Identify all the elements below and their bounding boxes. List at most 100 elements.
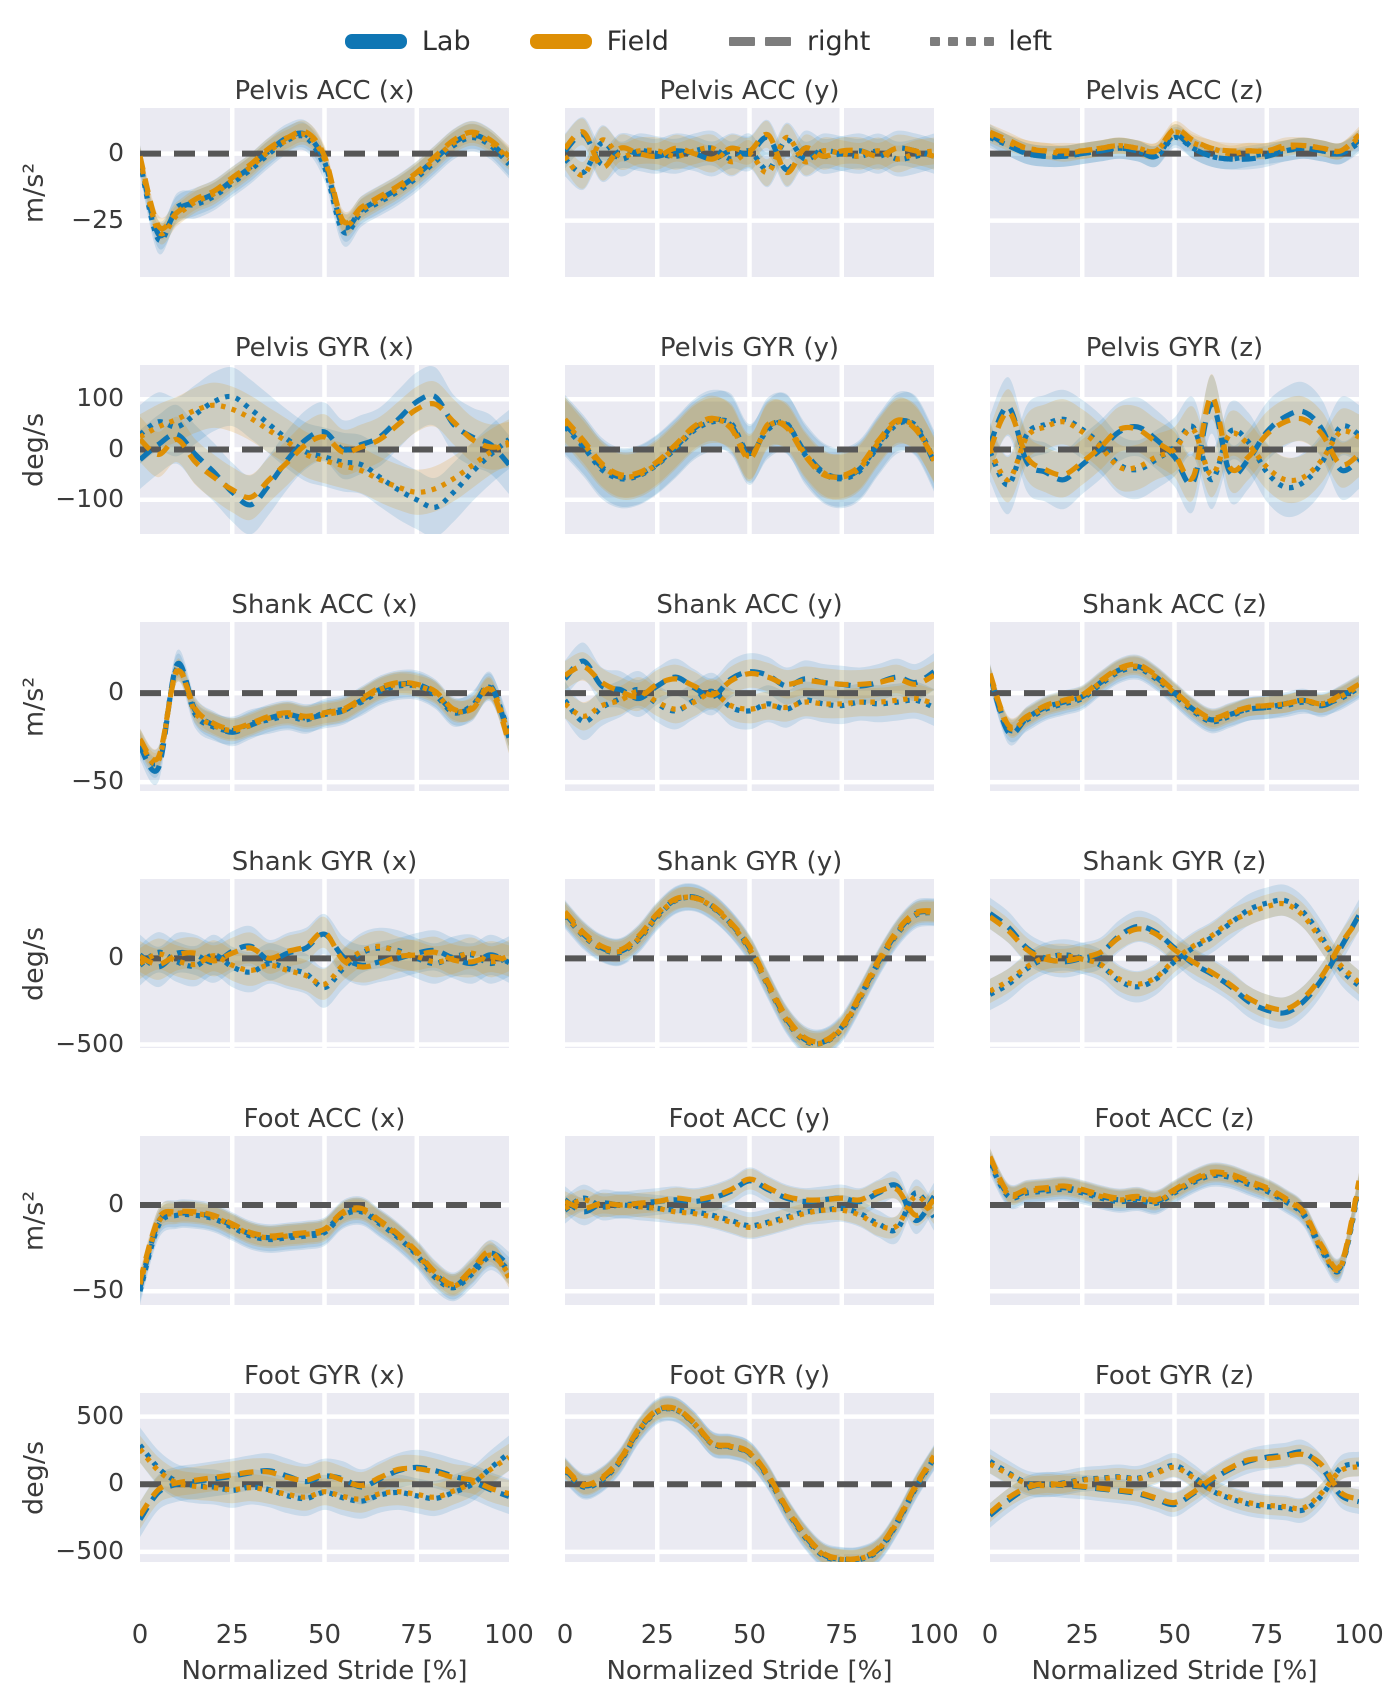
subplot-panel (140, 622, 509, 791)
legend-label-left: left (1008, 25, 1053, 57)
chart-row: Pelvis ACC (x) Pelvis ACC (y) Pelvis ACC (… (0, 74, 1396, 277)
x-axis-cell: 0 25 50 75 100 Normalized Stride [%] (982, 1616, 1384, 1689)
y-tick-label: 0 (108, 942, 124, 972)
subplot-canvas (140, 622, 509, 791)
y-tick-label: 0 (108, 433, 124, 463)
x-tick-label: 25 (215, 1620, 249, 1650)
legend-item-field: Field (529, 26, 669, 57)
subplot-panel (140, 1393, 509, 1562)
legend-label-lab: Lab (421, 25, 471, 57)
y-axis-gutter: 500 0 −500 deg/s (0, 1393, 140, 1565)
subplot-panel (565, 1393, 934, 1562)
y-tick-label: 500 (76, 1400, 124, 1430)
subplot-title: Foot ACC (z) (1094, 1104, 1255, 1134)
x-tick-label: 100 (1334, 1620, 1384, 1650)
x-tick-label: 75 (1250, 1620, 1284, 1650)
x-tick-label: 0 (556, 1620, 574, 1650)
x-tick-label: 0 (981, 1620, 999, 1650)
legend-label-field: Field (606, 25, 669, 57)
y-axis-unit-label: m/s² (18, 1190, 50, 1251)
chart-row: Pelvis GYR (x) Pelvis GYR (y) Pelvis GYR (… (0, 331, 1396, 534)
legend: Lab Field right left (0, 0, 1396, 62)
y-axis-gutter: 0 −25 m/s² (0, 108, 140, 277)
subplot-canvas (140, 1393, 509, 1562)
subplot-panel (565, 108, 934, 277)
subplot-canvas (565, 1136, 934, 1305)
legend-item-left: left (928, 26, 1052, 57)
subplot-panel (990, 622, 1359, 791)
subplot-panel (140, 365, 509, 534)
subplot-title: Shank GYR (x) (231, 847, 418, 877)
subplot-canvas (990, 108, 1359, 277)
subplot-title: Pelvis ACC (x) (234, 76, 415, 106)
subplot-panel (565, 622, 934, 791)
subplot-canvas (990, 879, 1359, 1048)
x-tick-label: 25 (640, 1620, 674, 1650)
x-axis-cell: 0 25 50 75 100 Normalized Stride [%] (557, 1616, 959, 1689)
subplot-title: Foot ACC (y) (668, 1104, 831, 1134)
y-axis-unit-label: m/s² (18, 676, 50, 737)
x-axis-cell: 0 25 50 75 100 Normalized Stride [%] (132, 1616, 534, 1689)
x-tick-label: 100 (909, 1620, 959, 1650)
y-tick-label: 0 (108, 1468, 124, 1498)
y-tick-label: 0 (108, 137, 124, 167)
subplot-title: Pelvis GYR (z) (1085, 333, 1264, 363)
dotted-line-swatch (930, 37, 995, 46)
y-tick-label: 0 (108, 677, 124, 707)
subplot-canvas (140, 365, 509, 534)
x-tick-label: 75 (825, 1620, 859, 1650)
y-axis-unit-label: m/s² (18, 162, 50, 223)
x-tick-label: 50 (732, 1620, 767, 1650)
subplot-panel (990, 1136, 1359, 1305)
x-axis-row: 0 25 50 75 100 Normalized Stride [%] 0 25 50 75 10… (0, 1616, 1396, 1689)
subplot-panel (990, 365, 1359, 534)
y-tick-label: −100 (55, 483, 124, 513)
x-tick-label: 0 (131, 1620, 149, 1650)
subplot-title: Shank ACC (x) (231, 590, 418, 620)
subplot-title: Pelvis ACC (y) (659, 76, 840, 106)
y-tick-label: −50 (71, 1275, 124, 1305)
subplot-canvas (990, 365, 1359, 534)
subplot-panel (565, 879, 934, 1048)
subplot-title: Shank GYR (z) (1082, 847, 1267, 877)
y-axis-unit-label: deg/s (18, 1440, 50, 1515)
subplot-panel (565, 1136, 934, 1305)
y-tick-label: −500 (55, 1535, 124, 1565)
subplot-title: Foot GYR (x) (243, 1361, 406, 1391)
subplot-panel (140, 879, 509, 1048)
field-line-swatch (529, 34, 592, 49)
x-axis-label: Normalized Stride [%] (606, 1656, 893, 1686)
subplot-title: Foot ACC (x) (243, 1104, 406, 1134)
y-axis-unit-label: deg/s (18, 412, 50, 487)
subplot-grid: Pelvis ACC (x) Pelvis ACC (y) Pelvis ACC (… (0, 74, 1396, 1689)
subplot-title: Shank ACC (y) (656, 590, 843, 620)
subplot-title: Pelvis GYR (y) (659, 333, 840, 363)
subplot-canvas (140, 108, 509, 277)
chart-row: Shank ACC (x) Shank ACC (y) Shank ACC (z) 0… (0, 588, 1396, 795)
y-tick-label: 0 (108, 1188, 124, 1218)
subplot-title: Pelvis GYR (x) (234, 333, 415, 363)
x-axis-label: Normalized Stride [%] (1031, 1656, 1318, 1686)
y-tick-label: −50 (71, 766, 124, 796)
subplot-canvas (565, 879, 934, 1048)
subplot-panel (990, 1393, 1359, 1562)
y-axis-gutter: 0 −50 m/s² (0, 1136, 140, 1305)
subplot-panel (140, 108, 509, 277)
subplot-title: Pelvis ACC (z) (1085, 76, 1264, 106)
y-axis-gutter: 100 0 −100 deg/s (0, 365, 140, 534)
dashed-line-swatch (728, 37, 791, 46)
subplot-canvas (565, 365, 934, 534)
subplot-title: Foot GYR (y) (668, 1361, 831, 1391)
legend-item-right: right (727, 26, 870, 57)
subplot-canvas (140, 1136, 509, 1305)
subplot-canvas (140, 879, 509, 1048)
subplot-panel (990, 879, 1359, 1048)
x-axis-label: Normalized Stride [%] (181, 1656, 468, 1686)
subplot-canvas (990, 622, 1359, 791)
x-tick-label: 75 (400, 1620, 434, 1650)
y-axis-gutter: 0 −50 m/s² (0, 622, 140, 795)
subplot-title: Shank ACC (z) (1082, 590, 1267, 620)
x-tick-label: 25 (1065, 1620, 1099, 1650)
legend-label-right: right (806, 25, 871, 57)
subplot-panel (140, 1136, 509, 1305)
